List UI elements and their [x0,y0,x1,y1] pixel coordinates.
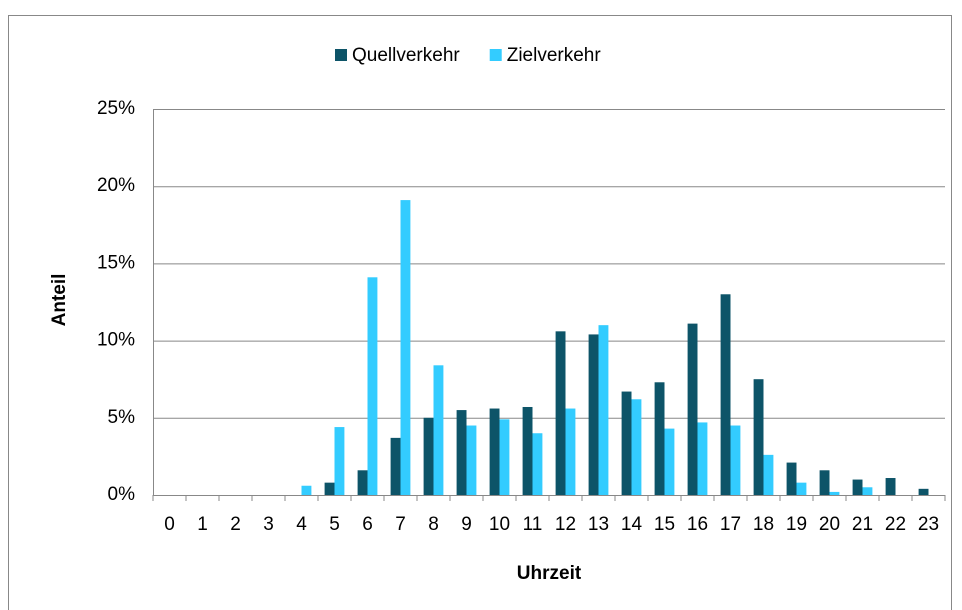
y-tick-label: 15% [97,252,135,273]
legend-label: Zielverkehr [507,45,602,66]
bar [334,427,345,495]
bar [763,454,774,495]
bar [357,470,368,495]
x-tick-label: 15 [654,514,675,535]
x-tick-label: 19 [786,514,807,535]
bar [720,294,731,495]
x-axis-label: Uhrzeit [517,563,582,584]
x-tick-label: 5 [329,514,340,535]
bar [390,437,401,495]
bar [621,391,632,495]
bar [522,406,533,495]
x-tick-label: 14 [621,514,643,535]
x-tick-label: 22 [885,514,906,535]
chart-frame [8,15,952,610]
legend-swatch [489,49,502,61]
bar [367,277,378,495]
bar [664,428,675,495]
bar [400,200,411,495]
x-tick-label: 2 [230,514,241,535]
x-tick-label: 11 [523,514,543,535]
bar [466,425,477,495]
x-tick-label: 20 [819,514,840,535]
bar [456,410,467,495]
bar [862,487,873,495]
x-tick-label: 4 [296,514,307,535]
x-tick-label: 8 [428,514,439,535]
x-tick-label: 16 [687,514,708,535]
legend-label: Quellverkehr [352,45,460,66]
x-tick-label: 0 [164,514,175,535]
bar [489,408,500,495]
x-tick-label: 13 [588,514,609,535]
bar [324,482,335,495]
bar [598,325,609,495]
x-tick-label: 23 [918,514,939,535]
bar [852,479,863,495]
bar [588,334,599,495]
bar [753,379,764,495]
bar [631,399,642,495]
x-tick-label: 3 [263,514,274,535]
bar [499,419,510,495]
bar [918,488,929,495]
legend-swatch [335,49,347,61]
bar [829,491,840,495]
x-tick-label: 17 [720,514,741,535]
x-tick-label: 6 [362,514,373,535]
bar [697,422,708,495]
y-tick-label: 5% [108,407,136,428]
bar [786,462,797,495]
bar [687,323,698,495]
bar [796,482,807,495]
x-tick-label: 10 [489,514,510,535]
x-tick-label: 21 [852,514,873,535]
x-tick-label: 12 [555,514,576,535]
y-tick-label: 25% [97,98,135,119]
bar [423,417,434,495]
bar [885,478,896,495]
y-tick-label: 10% [97,330,135,351]
y-tick-label: 20% [97,175,135,196]
y-tick-label: 0% [108,484,136,505]
bar [433,365,444,495]
y-axis-label: Anteil [49,274,70,327]
bar [555,331,566,495]
bar [819,470,830,495]
bar [532,433,543,495]
bar [301,485,312,495]
bar [730,425,741,495]
bar [565,408,576,495]
x-tick-label: 1 [197,514,208,535]
x-tick-label: 7 [395,514,406,535]
x-tick-label: 18 [753,514,774,535]
x-tick-label: 9 [461,514,472,535]
bar [654,382,665,495]
